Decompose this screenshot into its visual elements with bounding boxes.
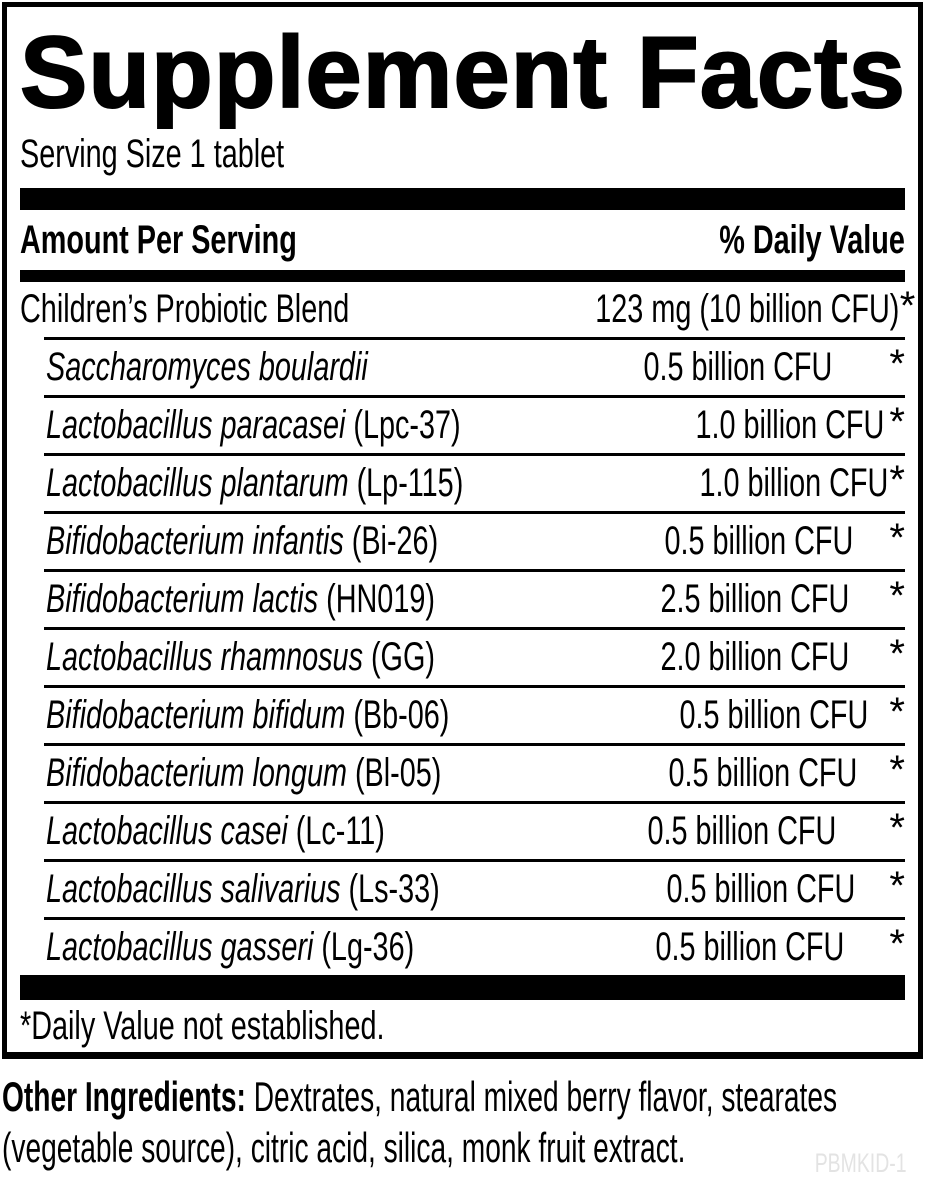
ingredient-amount: 0.5 billion CFU xyxy=(664,519,854,564)
ingredient-amount: 2.5 billion CFU xyxy=(660,577,850,622)
ingredient-name: Lactobacillus paracasei xyxy=(46,403,346,448)
ingredient-amount: 0.5 billion CFU xyxy=(668,751,858,796)
ingredient-name: Bifidobacterium lactis xyxy=(46,577,319,622)
ingredient-amount: 0.5 billion CFU xyxy=(679,693,869,738)
table-row: Bifidobacterium lactis (HN019) 2.5 billi… xyxy=(20,572,905,627)
other-ingredients-section: Other Ingredients: Dextrates, natural mi… xyxy=(2,1071,925,1173)
daily-value-asterisk: * xyxy=(899,284,916,329)
other-ingredients-text-1: Dextrates, natural mixed berry flavor, s… xyxy=(253,1073,838,1121)
daily-value-asterisk: * xyxy=(889,806,905,851)
daily-value-asterisk: * xyxy=(889,748,905,793)
ingredient-amount: 0.5 billion CFU xyxy=(647,809,837,854)
ingredient-name: Lactobacillus rhamnosus xyxy=(46,635,363,680)
ingredient-amount: 0.5 billion CFU xyxy=(643,345,833,390)
row-separator xyxy=(44,801,905,805)
daily-value-asterisk: * xyxy=(889,864,905,909)
product-code: PBMKID-1 xyxy=(779,1148,907,1179)
other-ingredients-label: Other Ingredients: xyxy=(2,1073,246,1121)
divider-thick-bottom xyxy=(20,975,905,1001)
ingredient-amount: 1.0 billion CFU xyxy=(699,461,888,506)
ingredient-name: Lactobacillus salivarius xyxy=(46,867,341,912)
strain-code: (Lc-11) xyxy=(287,809,385,854)
footnote-row: *Daily Value not established. xyxy=(20,1000,905,1052)
product-code-text: PBMKID-1 xyxy=(815,1148,907,1178)
strain-code: (HN019) xyxy=(318,577,435,622)
ingredient-rows: Children’s Probiotic Blend 123 mg (10 bi… xyxy=(20,282,915,975)
table-row: Lactobacillus gasseri (Lg-36) 0.5 billio… xyxy=(20,920,905,975)
strain-code: (Lpc-37) xyxy=(345,403,461,448)
daily-value-asterisk: * xyxy=(889,516,905,561)
table-row: Lactobacillus rhamnosus (GG) 2.0 billion… xyxy=(20,630,905,685)
row-separator xyxy=(44,917,905,921)
strain-code: (Bb-06) xyxy=(345,693,450,738)
row-separator xyxy=(44,337,905,341)
row-separator xyxy=(44,743,905,747)
supplement-facts-panel: Supplement Facts Serving Size 1 tablet A… xyxy=(2,2,923,1060)
table-row: Bifidobacterium bifidum (Bb-06) 0.5 bill… xyxy=(20,688,905,743)
row-separator xyxy=(44,859,905,863)
table-row: Lactobacillus salivarius (Ls-33) 0.5 bil… xyxy=(20,862,905,917)
ingredient-name: Bifidobacterium longum xyxy=(46,751,347,796)
ingredient-amount: 123 mg (10 billion CFU) xyxy=(595,287,900,332)
serving-size: Serving Size 1 tablet xyxy=(20,132,285,177)
ingredient-name: Bifidobacterium infantis xyxy=(46,519,344,564)
daily-value-asterisk: * xyxy=(889,458,905,503)
row-separator xyxy=(44,685,905,689)
table-row: Children’s Probiotic Blend 123 mg (10 bi… xyxy=(20,282,915,337)
daily-value-asterisk: * xyxy=(889,632,905,677)
ingredient-name: Lactobacillus gasseri xyxy=(46,925,314,970)
column-header-row: Amount Per Serving % Daily Value xyxy=(20,210,905,270)
table-row: Lactobacillus paracasei (Lpc-37) 1.0 bil… xyxy=(20,398,905,453)
row-separator xyxy=(44,453,905,457)
row-separator xyxy=(44,511,905,515)
ingredient-name: Lactobacillus casei xyxy=(46,809,288,854)
strain-code: (Bl-05) xyxy=(346,751,442,796)
strain-code: (Lg-36) xyxy=(313,925,415,970)
ingredient-name: Children’s Probiotic Blend xyxy=(20,287,350,332)
row-separator xyxy=(44,627,905,631)
other-ingredients-line-1: Other Ingredients: Dextrates, natural mi… xyxy=(2,1071,925,1122)
ingredient-amount: 0.5 billion CFU xyxy=(655,925,844,970)
row-separator xyxy=(44,569,905,573)
strain-code: (Ls-33) xyxy=(340,867,440,912)
daily-value-asterisk: * xyxy=(889,342,905,387)
ingredient-amount: 1.0 billion CFU xyxy=(695,403,885,448)
ingredient-name: Bifidobacterium bifidum xyxy=(46,693,346,738)
ingredient-amount: 0.5 billion CFU xyxy=(666,867,856,912)
daily-value-header: % Daily Value xyxy=(719,217,905,262)
table-row: Lactobacillus plantarum (Lp-115) 1.0 bil… xyxy=(20,456,905,511)
ingredient-name: Saccharomyces boulardii xyxy=(46,345,368,390)
ingredient-name: Lactobacillus plantarum xyxy=(46,461,349,506)
divider-medium xyxy=(20,270,905,283)
strain-code: (Bi-26) xyxy=(343,519,439,564)
daily-value-asterisk: * xyxy=(889,400,905,445)
row-separator xyxy=(44,395,905,399)
daily-value-footnote: *Daily Value not established. xyxy=(20,1004,385,1049)
table-row: Bifidobacterium infantis (Bi-26) 0.5 bil… xyxy=(20,514,905,569)
divider-thick-top xyxy=(20,188,905,211)
daily-value-asterisk: * xyxy=(889,690,905,735)
daily-value-asterisk: * xyxy=(889,574,905,619)
amount-per-serving-header: Amount Per Serving xyxy=(20,217,297,262)
table-row: Lactobacillus casei (Lc-11) 0.5 billion … xyxy=(20,804,905,859)
table-row: Bifidobacterium longum (Bl-05) 0.5 billi… xyxy=(20,746,905,801)
serving-size-row: Serving Size 1 tablet xyxy=(20,130,905,178)
strain-code: (GG) xyxy=(362,635,435,680)
other-ingredients-line-2: (vegetable source), citric acid, silica,… xyxy=(2,1122,925,1173)
strain-code: (Lp-115) xyxy=(348,461,464,506)
other-ingredients-text-2: (vegetable source), citric acid, silica,… xyxy=(2,1124,686,1172)
panel-title: Supplement Facts xyxy=(19,17,906,129)
daily-value-asterisk: * xyxy=(889,922,905,967)
table-row: Saccharomyces boulardii 0.5 billion CFU … xyxy=(20,340,905,395)
ingredient-amount: 2.0 billion CFU xyxy=(660,635,850,680)
